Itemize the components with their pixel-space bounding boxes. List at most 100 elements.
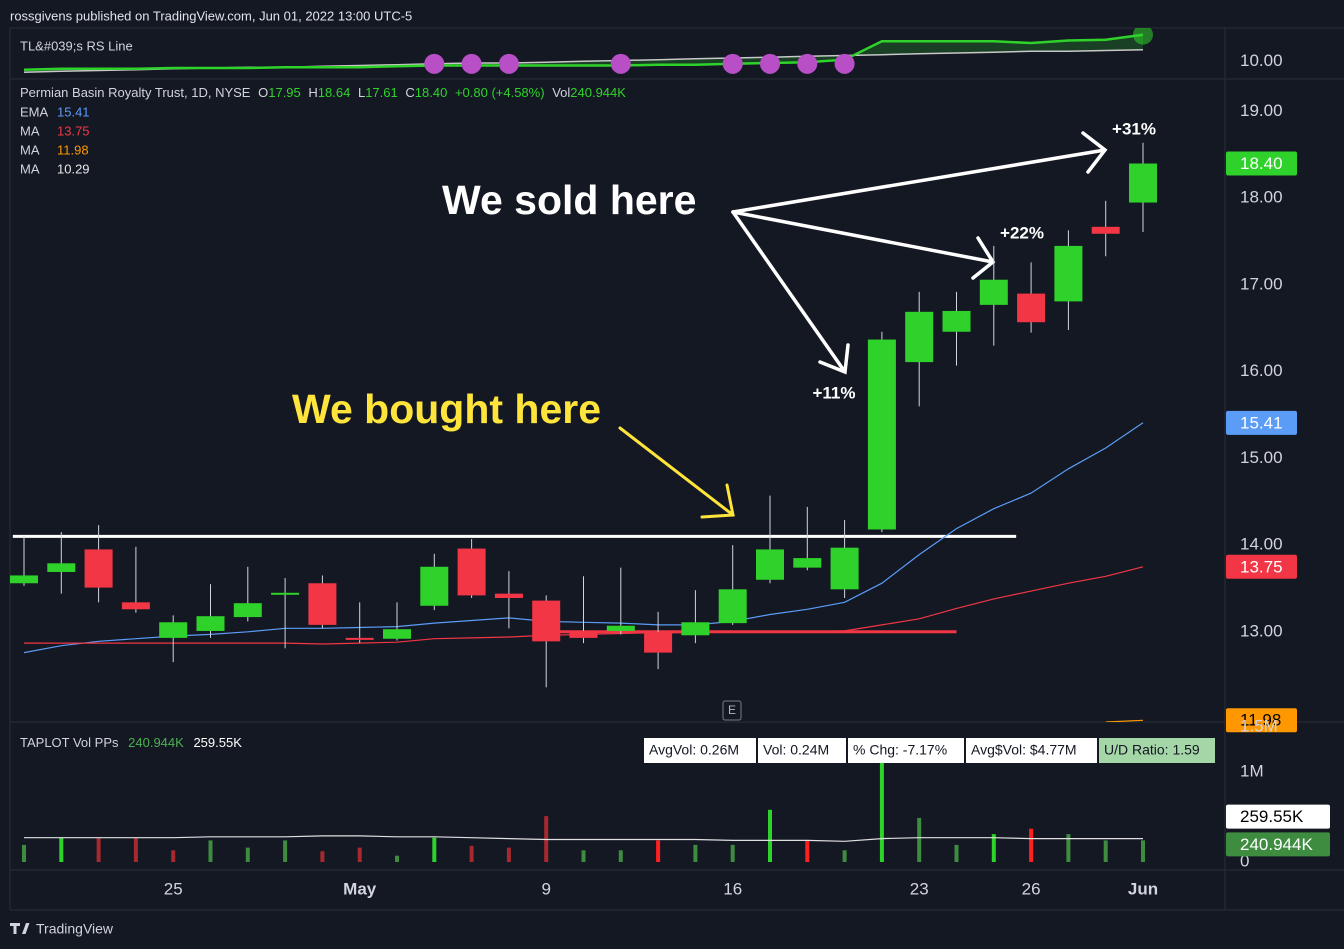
candle-body [196, 616, 225, 631]
volume-bar [133, 837, 138, 862]
quote-value: 17.61 [365, 85, 398, 100]
rs-line [23, 33, 1144, 71]
price-label-box [1226, 804, 1330, 829]
candle-body [867, 339, 896, 530]
rs-dot [424, 53, 445, 74]
gain-label: +31% [1112, 119, 1156, 138]
volume-bar [395, 855, 399, 862]
candle-body [644, 631, 673, 653]
candle-body [1017, 293, 1046, 323]
stat-label: U/D Ratio: 1.59 [1104, 742, 1200, 758]
stat-box [758, 738, 846, 763]
rs-dot [461, 53, 482, 74]
pane: 25 May 9 16 23 26 Jun EMA 15.41 MA 13.75 MA 11.98 MA 1… [20, 104, 1215, 898]
candle-body [793, 558, 822, 568]
price-label: 240.944K [1240, 835, 1313, 854]
volume-bar [283, 840, 288, 862]
volume-legend-value: 259.55K [193, 735, 242, 750]
candle-body [47, 563, 76, 572]
header: rossgivens published on TradingView.com,… [10, 8, 412, 23]
gain-label: +22% [1000, 223, 1044, 242]
volume-average [24, 835, 1143, 842]
candle-body [756, 549, 784, 580]
candle-body [420, 566, 449, 606]
volume-bar [357, 847, 362, 862]
x-tick-label: 25 [164, 879, 183, 898]
volume-bar [208, 840, 213, 862]
legend-value: 13.75 [57, 123, 90, 138]
rs-dot [610, 53, 631, 74]
quote-legend: Permian Basin Royalty Trust, 1D, NYSE O1… [20, 85, 626, 100]
volume-bar [991, 834, 996, 862]
volume-bar [730, 844, 735, 862]
quote-key: L [358, 85, 365, 100]
volume-bar [656, 840, 661, 862]
bought-arrow [618, 426, 735, 519]
rs-dot [722, 53, 743, 74]
y-tick-label: 1M [1240, 762, 1264, 781]
volume-bar [1141, 840, 1145, 862]
price-label: 18.40 [1240, 154, 1283, 173]
quote-key: O [258, 85, 268, 100]
volume-bar [1066, 834, 1071, 862]
volume-bar [618, 850, 623, 862]
candle-body [1091, 226, 1120, 234]
y-tick-label: 16.00 [1240, 361, 1283, 380]
y-tick-label: 17.00 [1240, 274, 1283, 293]
quote-change: +0.80 (+4.58%) [455, 85, 545, 100]
legend-name: MA [20, 123, 40, 138]
x-tick-label: 9 [541, 879, 550, 898]
stat-label: % Chg: -7.17% [853, 742, 947, 758]
sold-arrows [731, 131, 1108, 375]
y-tick-label: 15.00 [1240, 448, 1283, 467]
candle-body [606, 625, 635, 631]
quote-key: H [308, 85, 317, 100]
candle-body [383, 629, 411, 639]
y-tick-label: 14.00 [1240, 535, 1283, 554]
candle-body [457, 548, 486, 596]
pane [10, 142, 1157, 722]
quote-value: 17.95 [268, 85, 301, 100]
rs-title: TL&#039;s RS Line [20, 38, 133, 53]
volume-bar [954, 844, 959, 862]
symbol: Permian Basin Royalty Trust, 1D, NYSE [20, 85, 251, 100]
earnings-badge[interactable] [722, 700, 742, 721]
earnings-label[interactable]: E [728, 703, 736, 717]
volume-bar [1103, 840, 1108, 862]
legend-name: MA [20, 142, 40, 157]
volume-bar [842, 850, 847, 862]
rs-dot [760, 53, 780, 74]
price-label: 13.75 [1240, 557, 1283, 576]
y-tick-label: 18.00 [1240, 188, 1283, 207]
stat-box [966, 738, 1097, 763]
candle-body [233, 603, 262, 618]
candle-body [569, 630, 598, 638]
quote-key: C [405, 85, 414, 100]
candle-body [532, 600, 561, 642]
candle-body [10, 575, 38, 584]
price-label-box [1226, 151, 1297, 176]
pane-borders [9, 27, 1344, 911]
volume-bar [245, 847, 250, 862]
candle-body [345, 637, 374, 640]
candle-body [1129, 163, 1157, 203]
legend-value: 15.41 [57, 104, 90, 119]
candle-body [718, 589, 747, 624]
rs-dot [498, 53, 519, 74]
candle-body [121, 602, 150, 610]
volume-bar [805, 840, 810, 862]
volume-legend: TAPLOT Vol PPs 240.944K 259.55K [20, 735, 242, 750]
rs-high-marker [1133, 28, 1153, 45]
pane [22, 760, 1145, 862]
volume-bar [432, 837, 437, 862]
price-label-box [1226, 832, 1330, 857]
volume-bar [171, 850, 176, 862]
footer: TradingView [36, 921, 114, 937]
quote-value: 240.944K [570, 85, 626, 100]
volume-bar [693, 844, 698, 862]
price-label: 259.55K [1240, 807, 1304, 826]
price-label-box [1226, 554, 1297, 579]
volume-bar [768, 809, 772, 862]
candle-body [681, 622, 710, 636]
